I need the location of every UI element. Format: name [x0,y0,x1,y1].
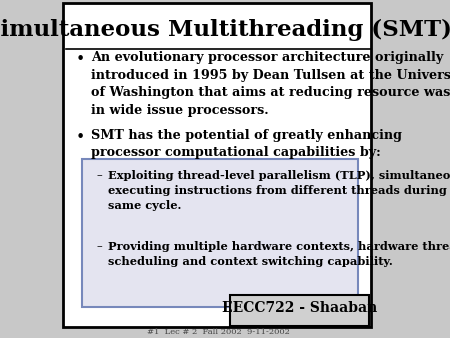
Text: SMT has the potential of greatly enhancing
processor computational capabilities : SMT has the potential of greatly enhanci… [91,129,402,159]
Text: An evolutionary processor architecture originally
introduced in 1995 by Dean Tul: An evolutionary processor architecture o… [91,51,450,117]
Text: Providing multiple hardware contexts, hardware thread
scheduling and context swi: Providing multiple hardware contexts, ha… [108,241,450,267]
Text: Simultaneous Multithreading (SMT): Simultaneous Multithreading (SMT) [0,19,450,41]
Text: –: – [96,170,102,180]
Text: •: • [76,52,85,67]
FancyBboxPatch shape [82,159,358,307]
FancyBboxPatch shape [63,3,371,327]
Text: #1  Lec # 2  Fall 2002  9-11-2002: #1 Lec # 2 Fall 2002 9-11-2002 [147,328,290,336]
FancyBboxPatch shape [230,295,369,326]
Text: •: • [76,130,85,145]
Text: –: – [96,241,102,251]
Text: EECC722 - Shaaban: EECC722 - Shaaban [222,301,377,315]
Text: Exploiting thread-level parallelism (TLP), simultaneously
executing instructions: Exploiting thread-level parallelism (TLP… [108,170,450,212]
